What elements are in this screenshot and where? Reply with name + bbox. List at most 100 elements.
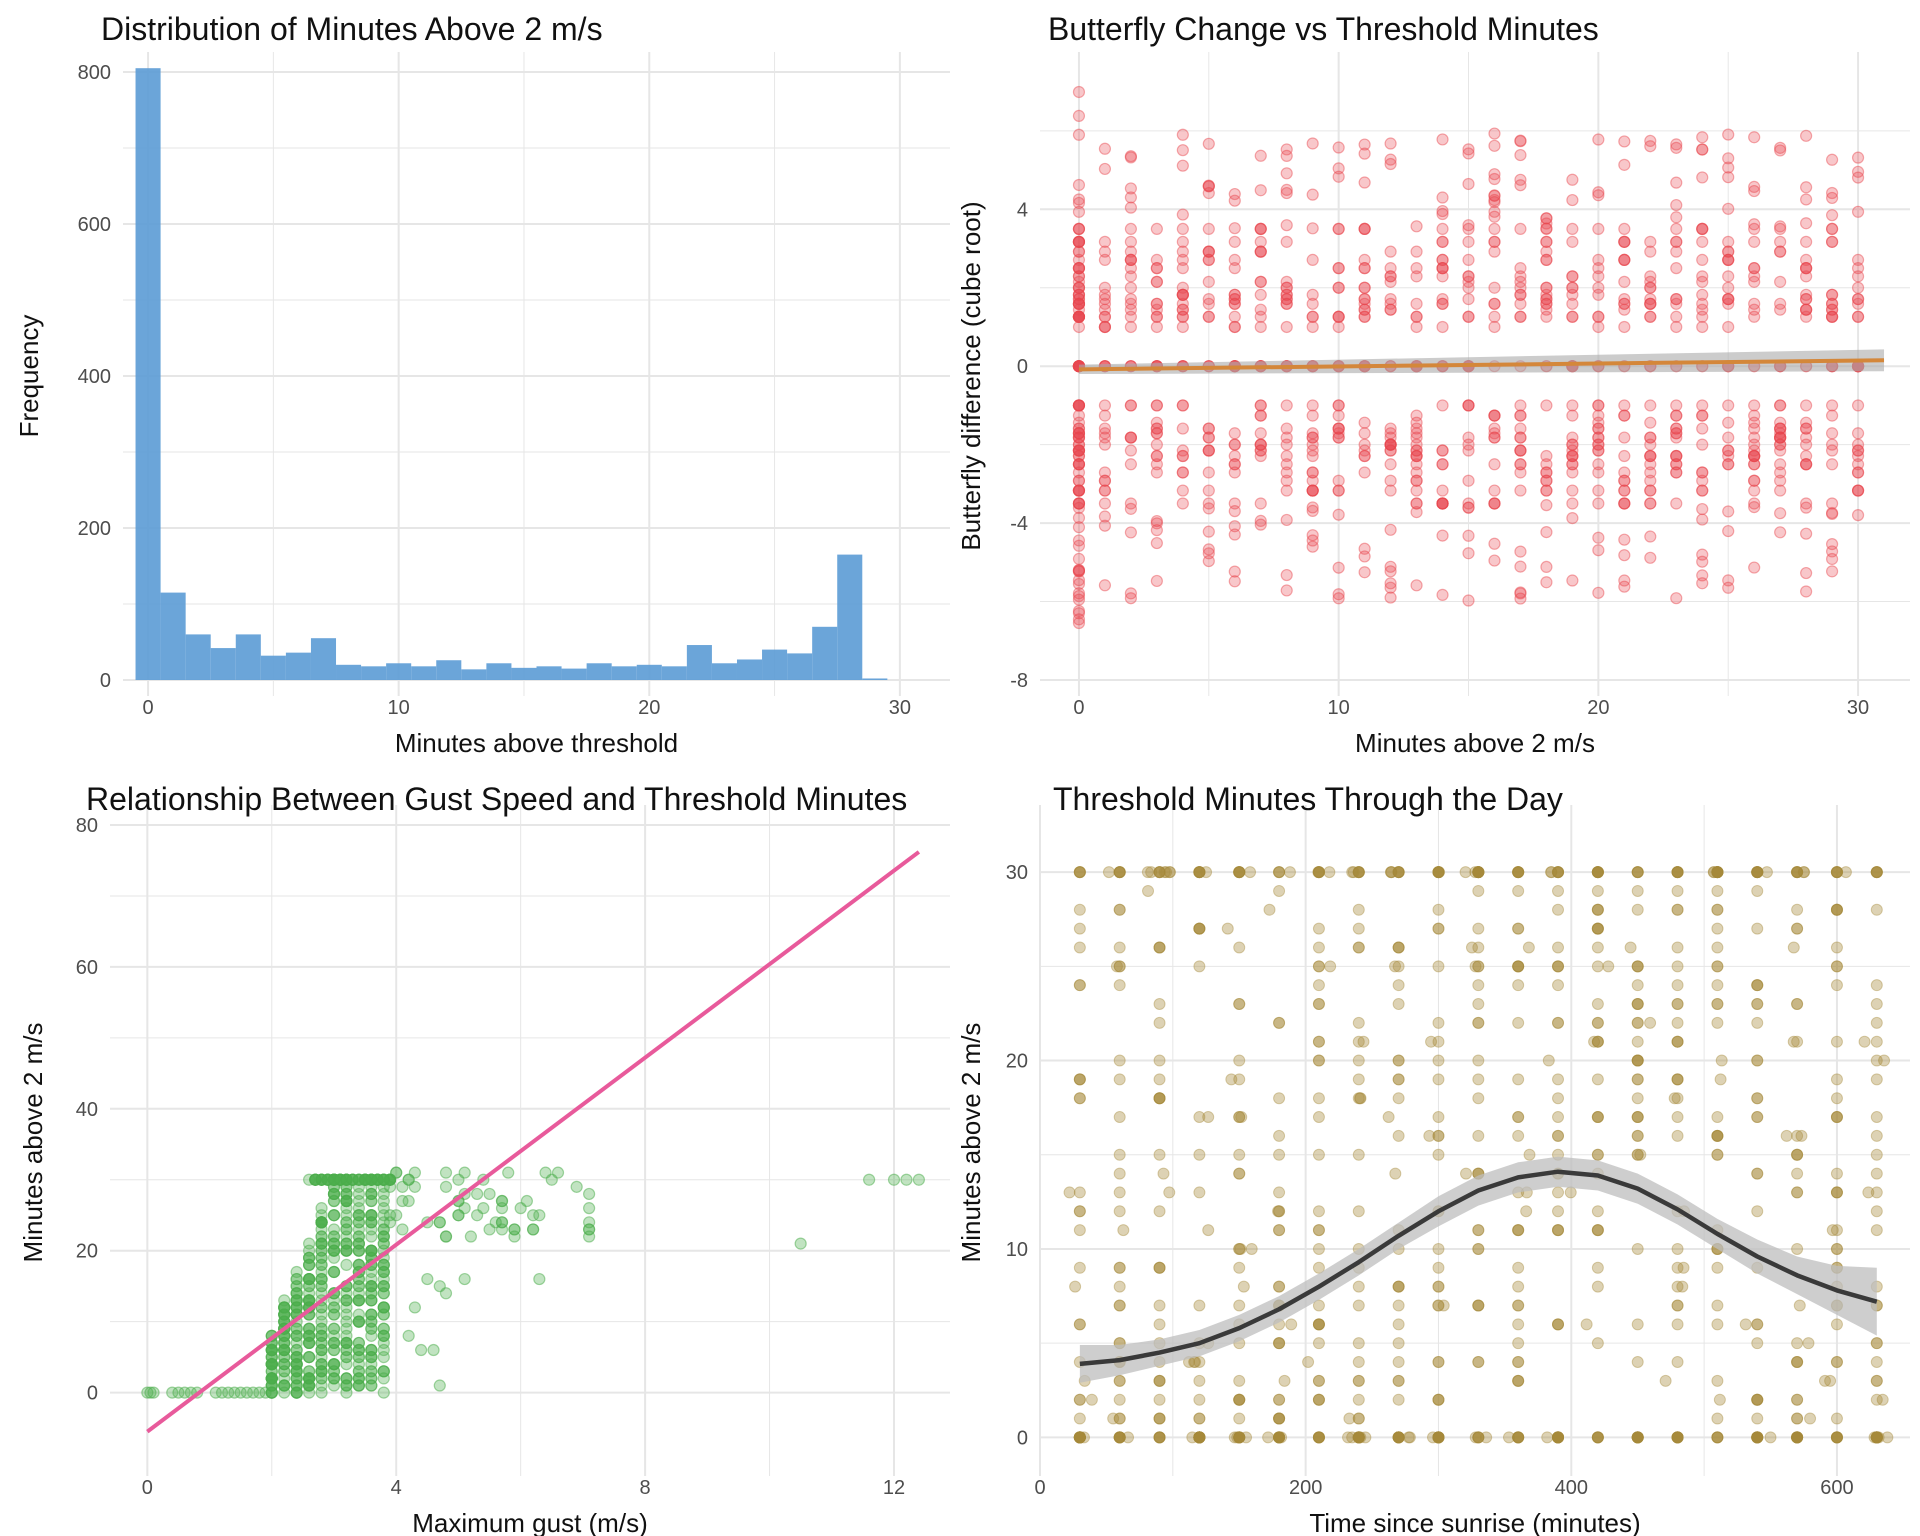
scatter-point [1748, 184, 1761, 198]
scatter-point [1098, 438, 1112, 451]
scatter-point [1098, 427, 1112, 440]
scatter-point [1618, 484, 1631, 497]
scatter-point [1870, 1224, 1883, 1237]
scatter-point [1748, 409, 1761, 422]
scatter-point [1098, 497, 1112, 510]
scatter-point [1153, 1374, 1166, 1387]
scatter-point [1233, 998, 1246, 1011]
scatter-point [1566, 235, 1579, 248]
scatter-point [1150, 524, 1163, 537]
scatter-point [315, 1202, 328, 1215]
scatter-point [1851, 293, 1865, 306]
scatter-point [1176, 310, 1189, 323]
scatter-point [527, 1223, 540, 1236]
scatter-point [1488, 409, 1501, 422]
scatter-point [1392, 941, 1405, 954]
scatter-point [1591, 1224, 1604, 1237]
x-tick-label: 20 [1587, 697, 1609, 719]
scatter-point [1280, 288, 1293, 301]
scatter-point [1280, 281, 1293, 294]
scatter-point [352, 1358, 365, 1371]
scatter-point [1098, 310, 1112, 323]
scatter-point [1825, 288, 1839, 301]
scatter-point [1306, 466, 1319, 479]
scatter-point [1540, 293, 1553, 306]
scatter-point [1157, 1167, 1170, 1180]
y-tick-label: 0 [87, 1383, 98, 1405]
scatter-point [1462, 147, 1475, 160]
scatter-point [1202, 444, 1215, 457]
scatter-point [1124, 587, 1137, 600]
scatter-point [1098, 422, 1112, 435]
scatter-point [1098, 519, 1112, 532]
histogram-bar [736, 659, 763, 680]
scatter-point [1644, 497, 1657, 510]
scatter-point [1671, 1242, 1684, 1255]
scatter-point [1618, 497, 1631, 510]
scatter-point [1512, 866, 1525, 879]
scatter-point [1176, 281, 1189, 294]
scatter-point [1774, 275, 1787, 288]
scatter-point [1671, 1318, 1684, 1331]
scatter-point [1540, 222, 1553, 236]
scatter-point [1644, 458, 1657, 471]
scatter-point [1624, 941, 1637, 954]
scatter-point [1072, 320, 1086, 334]
scatter-point [1124, 431, 1137, 444]
scatter-point [1392, 1054, 1405, 1067]
scatter-point [1472, 1054, 1485, 1067]
scatter-point [377, 1365, 390, 1378]
scatter-point [1540, 297, 1553, 310]
scatter-point [1774, 222, 1787, 236]
y-tick-label: 400 [78, 366, 111, 388]
scatter-point [1800, 270, 1813, 283]
scatter-point [1358, 222, 1371, 236]
scatter-point [1273, 1148, 1286, 1161]
scatter-point [1072, 399, 1086, 412]
scatter-point [1696, 502, 1709, 516]
scatter-point [1774, 245, 1787, 258]
scatter-point [290, 1365, 303, 1378]
scatter-point [1514, 458, 1527, 471]
scatter-point [1113, 1374, 1126, 1387]
scatter-point [1098, 303, 1112, 316]
y-tick-label: -8 [1010, 670, 1028, 692]
scatter-point [1751, 1412, 1764, 1425]
scatter-point [1591, 1431, 1604, 1444]
scatter-point [1851, 444, 1865, 457]
scatter-point [1540, 297, 1553, 310]
scatter-point [1072, 484, 1086, 497]
scatter-point [1202, 222, 1215, 236]
scatter-point [1800, 217, 1813, 230]
scatter-point [1072, 497, 1086, 510]
scatter-point [1193, 1148, 1206, 1161]
scatter-point [1748, 235, 1761, 248]
scatter-point [1739, 1318, 1752, 1331]
scatter-point [1748, 449, 1761, 463]
scatter-point [1098, 510, 1112, 523]
scatter-point [900, 1173, 913, 1186]
scatter-point [1098, 484, 1112, 497]
scatter-point [1098, 297, 1112, 310]
scatter-point [1098, 579, 1112, 592]
scatter-point [265, 1343, 278, 1357]
scatter-point [1150, 458, 1163, 471]
scatter-point [1774, 220, 1787, 233]
scatter-point [1462, 275, 1475, 288]
scatter-point [1748, 303, 1761, 316]
scatter-point [1073, 1205, 1086, 1218]
scatter-point [583, 1202, 596, 1215]
scatter-point [1512, 1337, 1525, 1350]
scatter-point [1280, 458, 1293, 471]
x-axis-title: Time since sunrise (minutes) [1309, 1508, 1640, 1536]
scatter-point [1552, 1318, 1565, 1331]
scatter-point [1780, 1129, 1793, 1142]
histogram-bar [611, 666, 637, 680]
scatter-point [1410, 245, 1423, 258]
scatter-point [1552, 866, 1565, 879]
scatter-point [1512, 960, 1525, 973]
scatter-point [1384, 438, 1397, 451]
scatter-point [1392, 998, 1405, 1011]
scatter-point [327, 1322, 341, 1335]
scatter-point [1233, 1073, 1246, 1086]
